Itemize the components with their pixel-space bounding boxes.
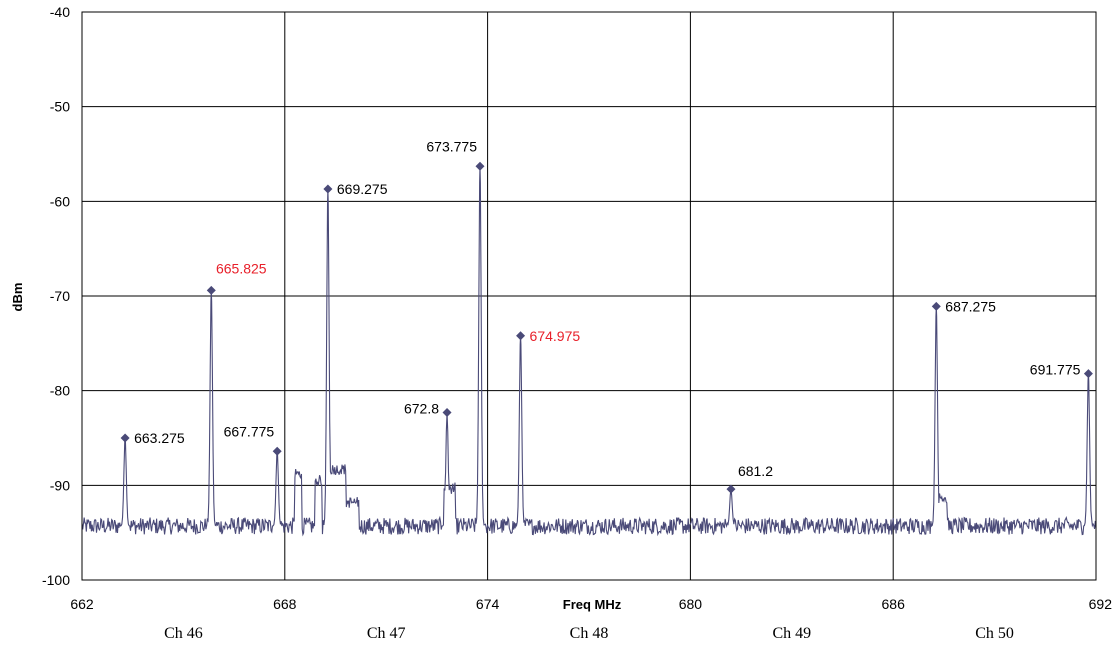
peak-label: 687.275 (945, 298, 996, 314)
y-tick-label: -60 (50, 193, 70, 209)
peak-label: 674.975 (530, 328, 581, 344)
channel-label: Ch 48 (570, 625, 609, 642)
channel-label: Ch 50 (975, 625, 1014, 642)
y-tick-label: -90 (50, 477, 70, 493)
y-tick-label: -50 (50, 99, 70, 115)
peak-marker (323, 184, 333, 194)
y-tick-label: -70 (50, 288, 70, 304)
peak-marker (206, 285, 216, 295)
peak-marker (442, 407, 452, 417)
peak-marker (516, 331, 526, 341)
x-tick-label: 680 (679, 596, 703, 612)
channel-labels: Ch 46 Ch 47 Ch 48 Ch 49 Ch 50 (164, 625, 1014, 642)
peak-label: 691.775 (1030, 362, 1081, 378)
y-tick-label: -80 (50, 383, 70, 399)
x-tick-label: 662 (70, 596, 94, 612)
x-tick-labels: 662 668 674 680 686 692 (70, 596, 1112, 612)
gridlines (81, 11, 1097, 581)
channel-label: Ch 49 (772, 625, 811, 642)
peak-label: 663.275 (134, 430, 185, 446)
peak-marker (1083, 369, 1093, 379)
y-tick-label: -100 (42, 572, 70, 588)
peak-marker (272, 446, 282, 456)
peak-label: 672.8 (404, 400, 439, 416)
y-axis-title: dBm (10, 283, 25, 312)
x-tick-label: 686 (882, 596, 906, 612)
peak-label: 667.775 (224, 423, 275, 439)
peak-marker (931, 301, 941, 311)
y-tick-label: -40 (50, 4, 70, 20)
x-tick-label: 674 (476, 596, 500, 612)
peak-label: 669.275 (337, 181, 388, 197)
plot-frame (81, 11, 1097, 581)
peak-marker (475, 161, 485, 171)
x-tick-label: 668 (273, 596, 297, 612)
channel-label: Ch 46 (164, 625, 203, 642)
y-tick-labels: -40 -50 -60 -70 -80 -90 -100 (42, 4, 70, 588)
spectrum-trace (81, 166, 1097, 537)
peak-label: 665.825 (216, 260, 267, 276)
peak-label: 681.2 (738, 463, 773, 479)
peak-markers: 663.275 665.825 667.775 669.275 672.8 673.775… (120, 138, 1093, 494)
channel-label: Ch 47 (367, 625, 406, 642)
x-axis-title: Freq MHz (563, 597, 622, 612)
peak-marker (726, 484, 736, 494)
peak-label: 673.775 (426, 138, 477, 154)
peak-marker (120, 433, 130, 443)
x-tick-label: 692 (1089, 596, 1113, 612)
